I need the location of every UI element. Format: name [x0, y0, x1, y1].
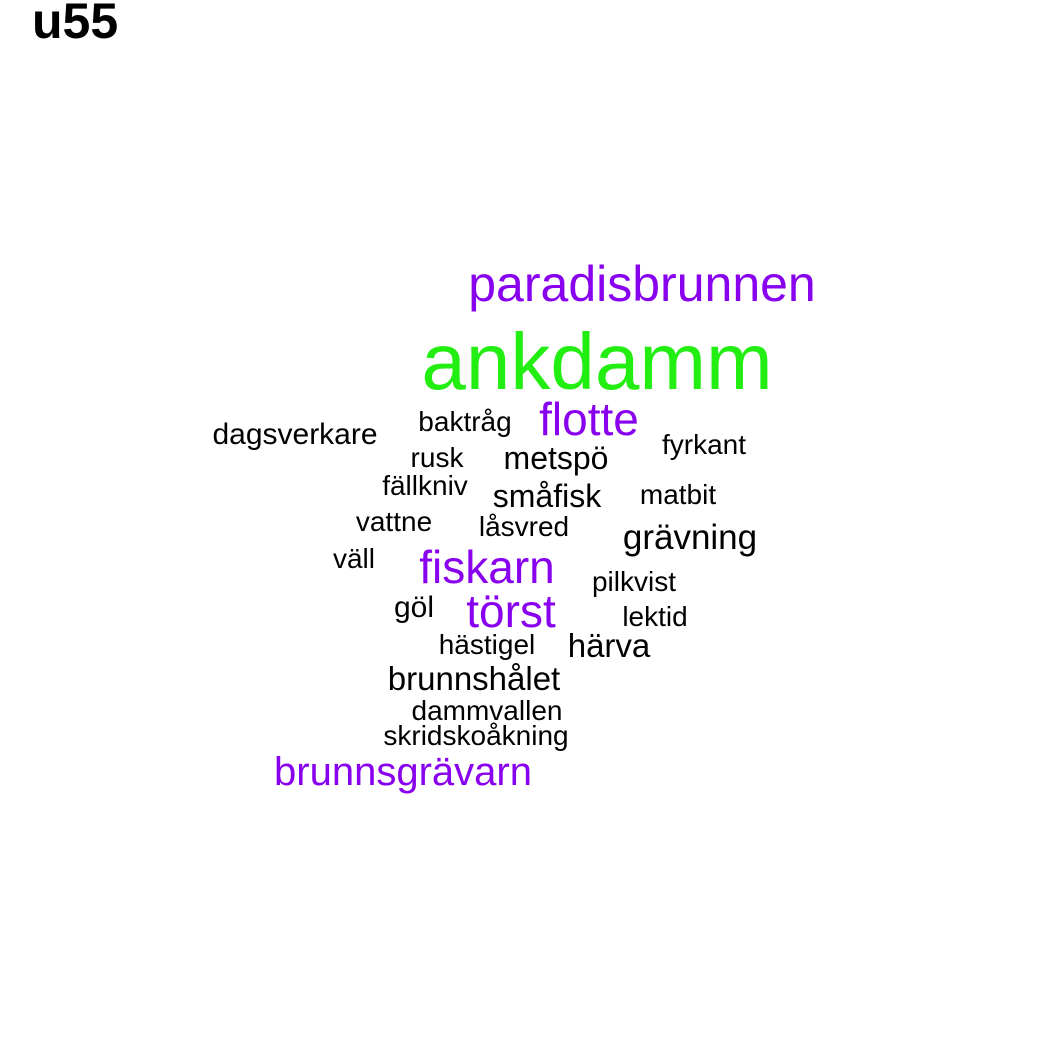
word-fyrkant: fyrkant [661, 428, 747, 460]
word-matbit: matbit [639, 478, 717, 510]
word-vall: väll [332, 542, 375, 574]
word-dagsverkare: dagsverkare [212, 418, 378, 451]
word-paradisbrunnen: paradisbrunnen [468, 256, 816, 312]
word-brunnshalet: brunnshålet [387, 660, 561, 698]
word-flotte: flotte [539, 392, 639, 445]
word-lasvred: låsvred [478, 510, 570, 542]
word-metspo: metspö [503, 440, 609, 477]
word-gol: göl [393, 591, 435, 624]
page-title: u55 [32, 0, 119, 49]
word-rusk: rusk [410, 441, 464, 473]
word-ankdamm: ankdamm [421, 317, 773, 406]
word-hastigel: hästigel [438, 628, 536, 660]
word-skridskoakning: skridskoåkning [383, 719, 569, 751]
word-vattne: vattne [355, 505, 433, 537]
word-baktrag: baktråg [418, 405, 512, 437]
word-harva: härva [567, 627, 651, 665]
word-gravning: grävning [622, 517, 758, 557]
word-fiskarn: fiskarn [419, 540, 555, 593]
word-torst: törst [466, 584, 556, 637]
word-lektid: lektid [622, 600, 688, 632]
word-brunnsgravarn: brunnsgrävarn [274, 750, 532, 794]
word-dammvallen: dammvallen [411, 694, 563, 726]
word-fallkniv: fällkniv [382, 469, 468, 501]
word-smafisk: småfisk [492, 478, 602, 515]
word-pilkvist: pilkvist [591, 565, 676, 597]
